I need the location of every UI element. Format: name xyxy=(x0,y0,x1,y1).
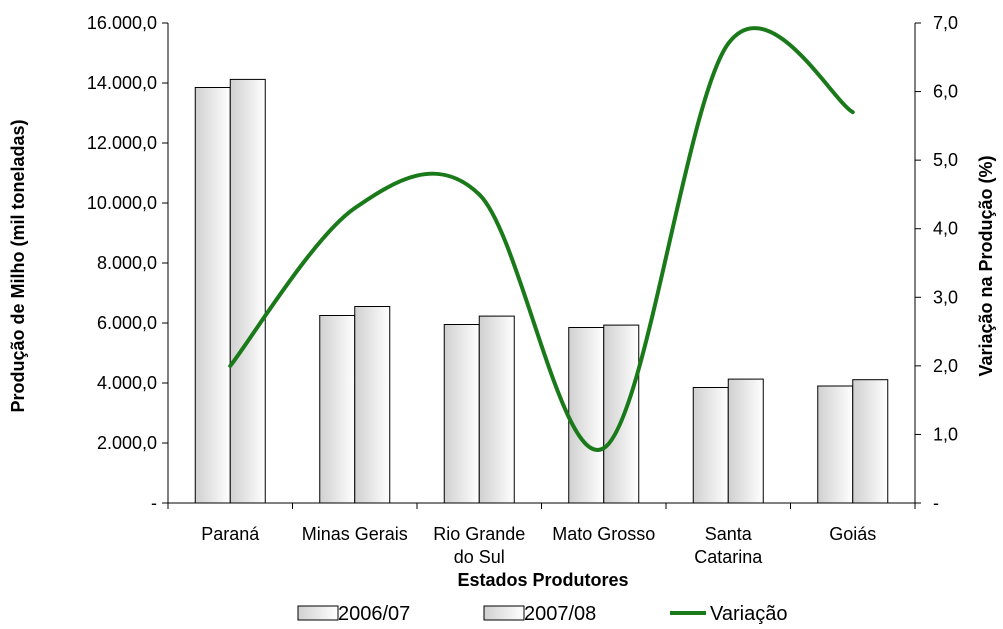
legend-swatch-200708 xyxy=(483,605,525,621)
legend-label: 2006/07 xyxy=(338,603,410,625)
bar-200607-3 xyxy=(568,327,605,504)
x-tick-label: Rio Grande xyxy=(433,524,525,544)
y2-tick-label: 7,0 xyxy=(933,13,958,33)
x-tick-label: Catarina xyxy=(694,547,763,567)
bar-200708-0 xyxy=(229,78,266,504)
y2-tick-label: 6,0 xyxy=(933,82,958,102)
plot-area: - 2.000,0 4.000,0 6.000,0 8.000,0 10.000,0 12.… xyxy=(87,13,958,567)
x-tick-label: Goiás xyxy=(829,524,876,544)
y2-tick-label: 2,0 xyxy=(933,356,958,376)
y-tick-label: - xyxy=(151,493,157,513)
bar-200607-2 xyxy=(443,324,480,504)
x-tick-label: Minas Gerais xyxy=(302,524,408,544)
line-variacao xyxy=(228,26,855,452)
y2-axis-title: Variação na Produção (%) xyxy=(976,155,996,376)
y-tick-label: 6.000,0 xyxy=(97,313,157,333)
x-axis-title: Estados Produtores xyxy=(457,570,628,590)
y-axis-title: Produção de Milho (mil toneladas) xyxy=(8,119,28,412)
y-tick-label: 4.000,0 xyxy=(97,373,157,393)
legend-label: Variação xyxy=(710,603,787,625)
y2-tick-label: - xyxy=(933,493,939,513)
bar-200708-2 xyxy=(478,315,515,504)
y-tick-label: 16.000,0 xyxy=(87,13,157,33)
legend-swatch-200607 xyxy=(297,605,339,621)
bar-200607-0 xyxy=(194,87,231,504)
y2-tick-label: 1,0 xyxy=(933,424,958,444)
bar-200708-4 xyxy=(727,378,764,504)
legend: 2006/07 2007/08 Variação xyxy=(297,603,787,625)
x-tick-label: Paraná xyxy=(201,524,260,544)
x-tick-label: do Sul xyxy=(454,547,505,567)
y-tick-label: 10.000,0 xyxy=(87,193,157,213)
bar-200607-4 xyxy=(692,387,729,504)
y2-tick-label: 4,0 xyxy=(933,219,958,239)
y2-tick-label: 3,0 xyxy=(933,287,958,307)
y2-tick-label: 5,0 xyxy=(933,150,958,170)
y-tick-label: 2.000,0 xyxy=(97,433,157,453)
bar-200607-5 xyxy=(817,385,854,504)
x-tick-label: Santa xyxy=(705,524,753,544)
bar-200708-5 xyxy=(852,379,889,504)
bar-200607-1 xyxy=(319,315,356,504)
y-tick-label: 14.000,0 xyxy=(87,73,157,93)
x-tick-label: Mato Grosso xyxy=(552,524,655,544)
bar-200708-3 xyxy=(603,324,640,504)
bar-200708-1 xyxy=(354,306,391,504)
legend-label: 2007/08 xyxy=(524,603,596,625)
y-tick-label: 12.000,0 xyxy=(87,133,157,153)
y-tick-label: 8.000,0 xyxy=(97,253,157,273)
